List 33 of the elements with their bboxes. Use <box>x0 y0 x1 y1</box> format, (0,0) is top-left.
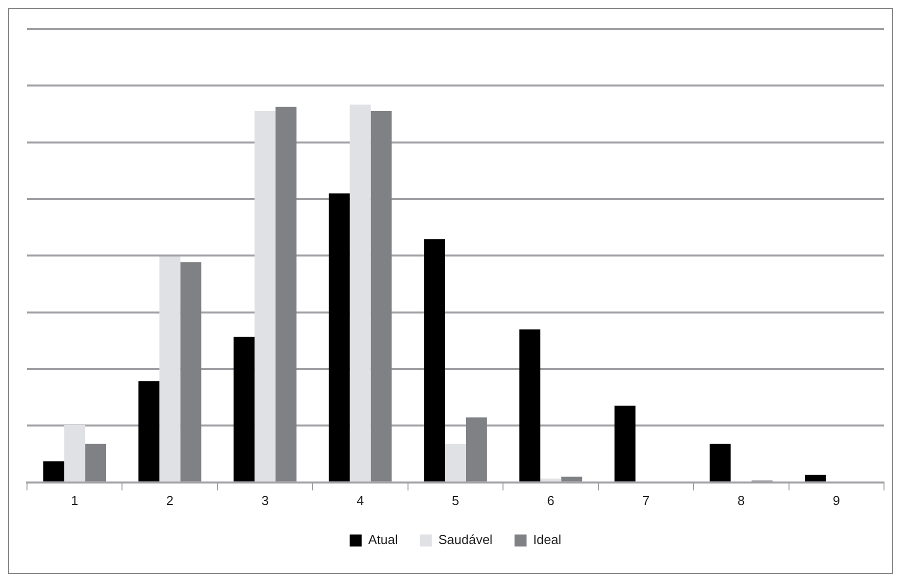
bar <box>466 417 487 482</box>
bar <box>710 444 731 482</box>
bar <box>254 110 276 482</box>
bar <box>445 444 466 482</box>
legend-label: Ideal <box>533 532 562 548</box>
x-tick-label: 1 <box>70 492 78 508</box>
x-tick-label: 6 <box>547 492 554 508</box>
x-tick-label: 8 <box>738 492 745 508</box>
bar <box>540 478 562 482</box>
x-tick-label: 5 <box>452 492 460 508</box>
bar <box>424 239 446 482</box>
bar <box>561 476 582 482</box>
x-tick-label: 3 <box>261 492 269 508</box>
bar <box>350 104 371 482</box>
bar <box>370 110 392 482</box>
bar <box>328 193 350 482</box>
bar <box>234 336 255 482</box>
x-tick-label: 4 <box>356 492 364 508</box>
x-tick-label: 2 <box>166 492 174 508</box>
bar <box>159 256 180 482</box>
bar <box>138 381 160 482</box>
bar <box>519 329 540 482</box>
x-tick-label: 9 <box>832 492 840 508</box>
bar <box>804 474 826 482</box>
bar <box>180 262 202 482</box>
x-tick-label: 7 <box>642 492 650 508</box>
bar <box>64 424 86 482</box>
bar <box>614 406 636 482</box>
bar <box>43 461 64 482</box>
legend-label: Atual <box>368 532 398 548</box>
legend-label: Saudável <box>438 532 493 548</box>
bar <box>276 106 296 482</box>
bar <box>85 444 106 482</box>
